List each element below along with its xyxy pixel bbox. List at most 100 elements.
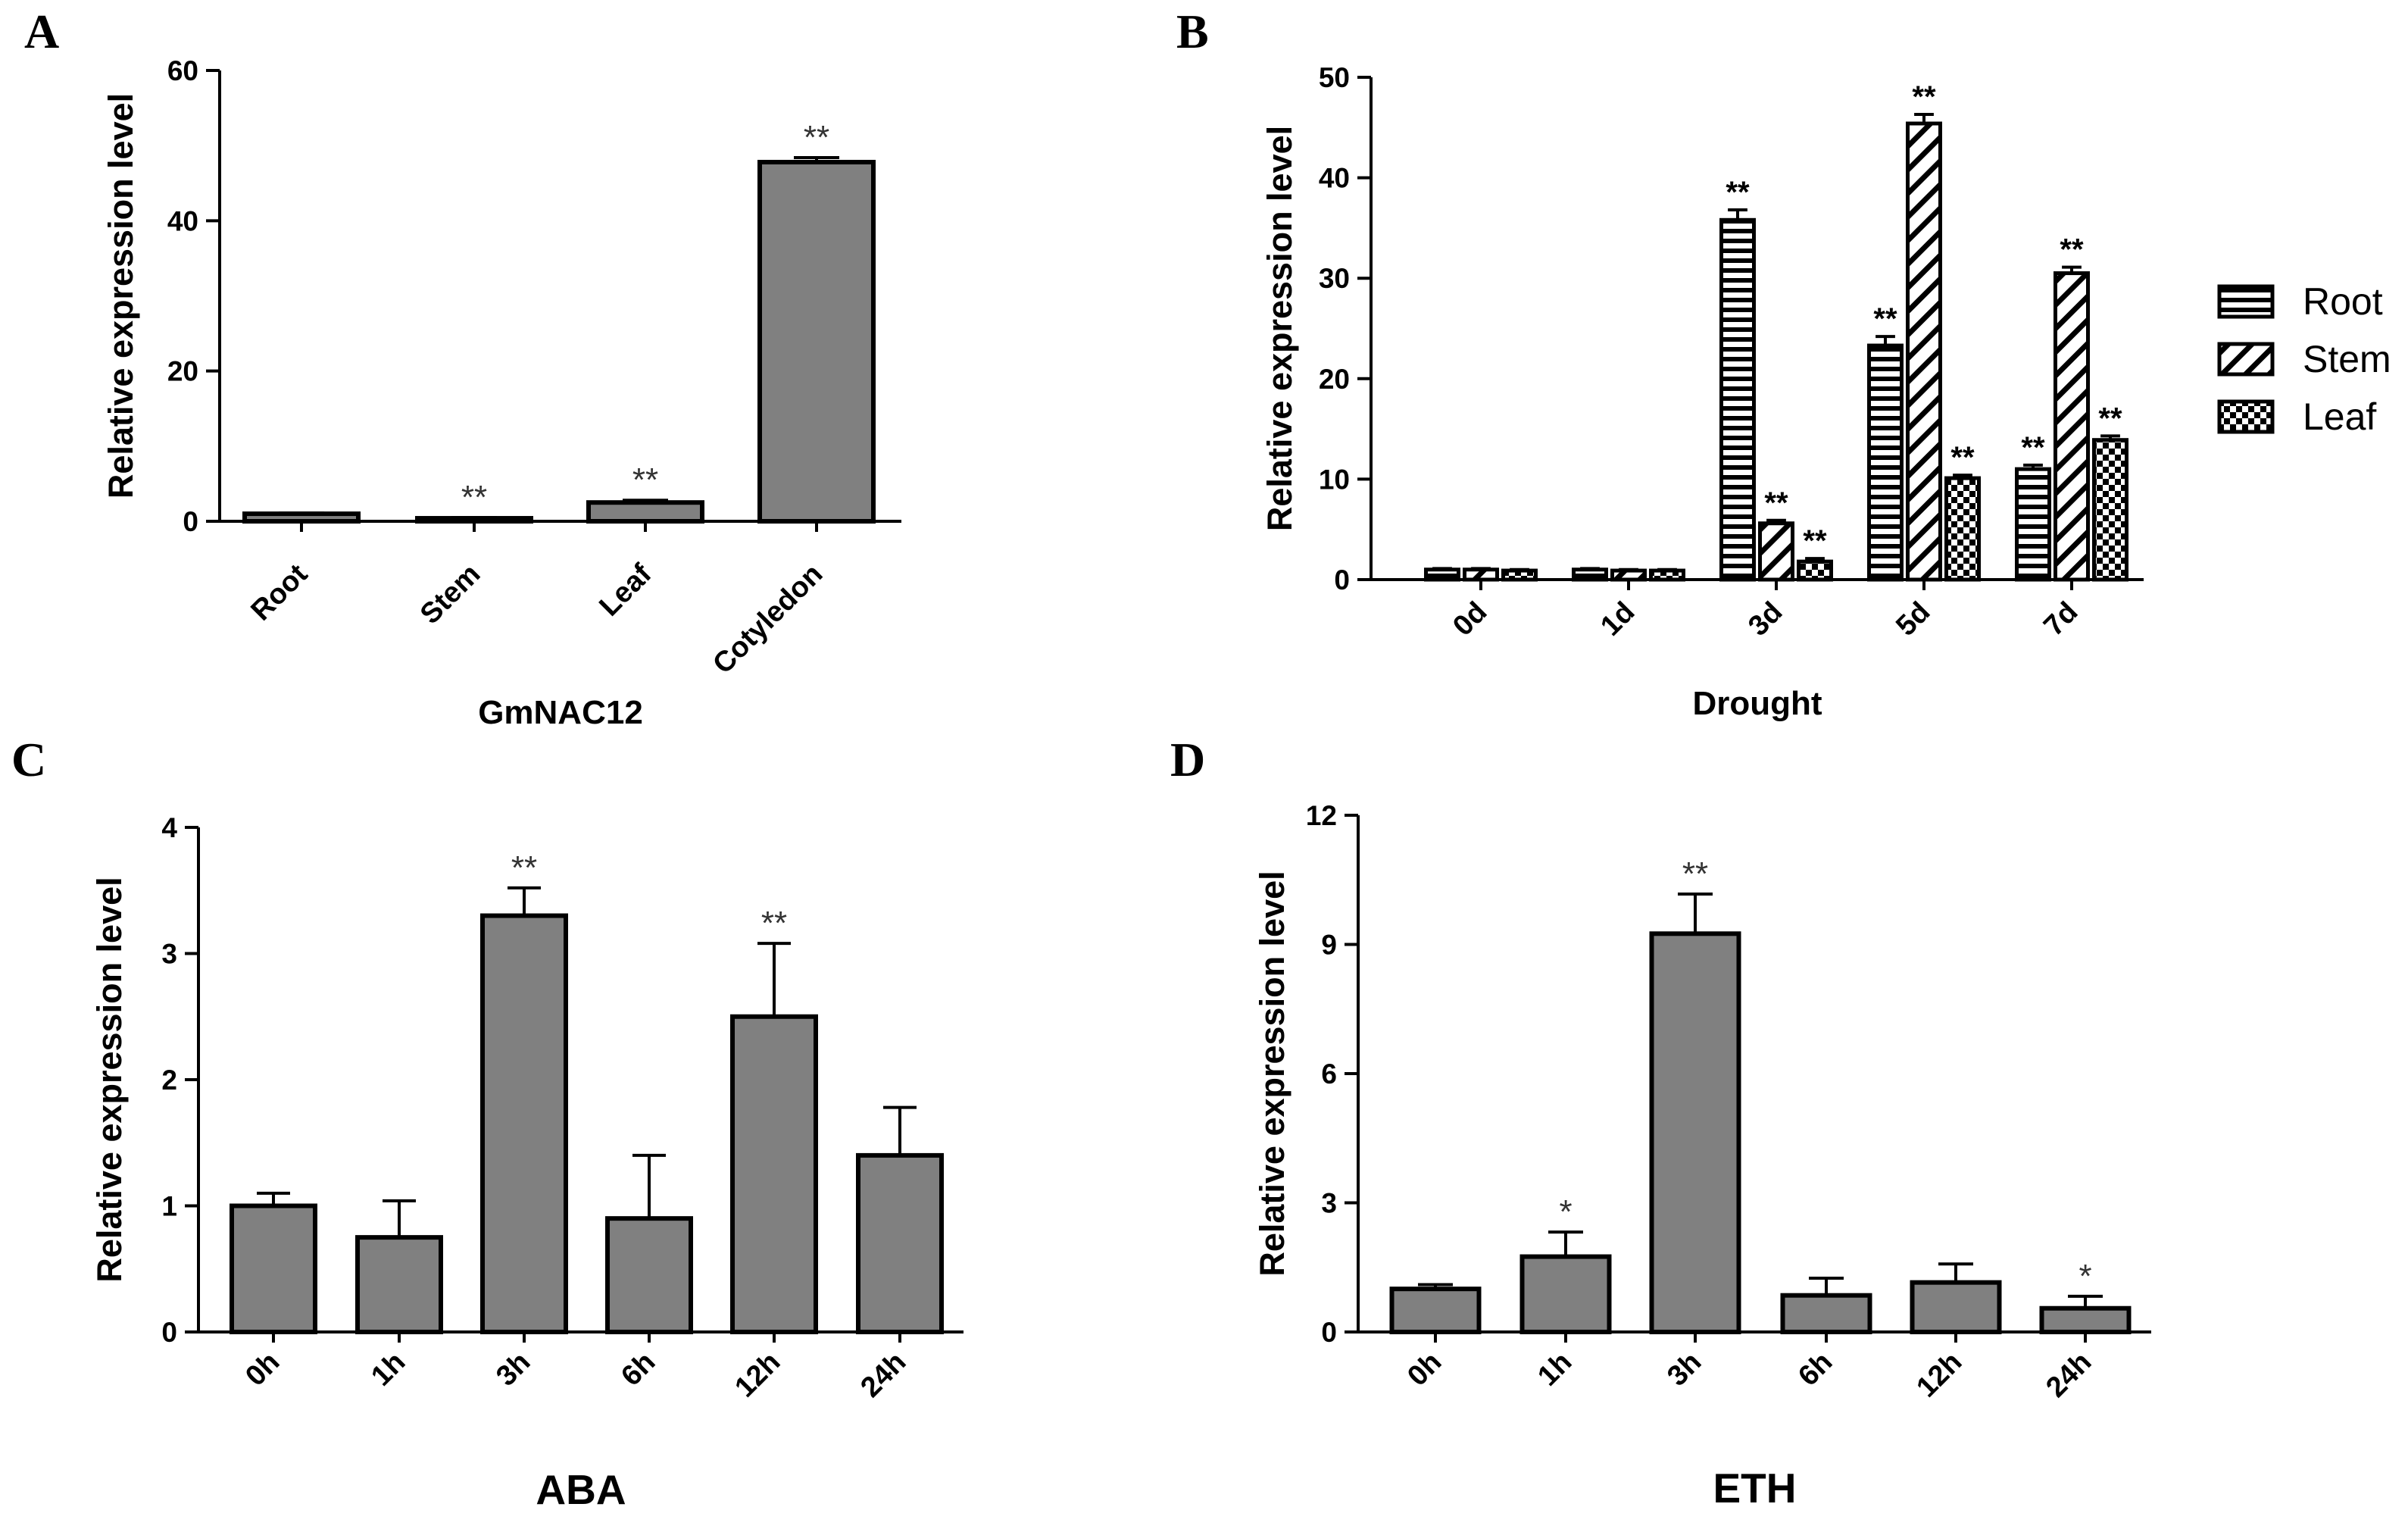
bar-root — [2015, 467, 2051, 582]
bar — [605, 1216, 693, 1335]
bar — [355, 1235, 443, 1334]
y-tick-label: 30 — [1319, 263, 1350, 294]
panel-letter: C — [11, 733, 46, 786]
x-tick-label: 24h — [854, 1346, 912, 1404]
x-tick-label: 0h — [239, 1346, 286, 1393]
bar-root — [1572, 567, 1608, 582]
bar-stem — [2054, 271, 2090, 582]
x-tick-label: 6h — [1792, 1346, 1838, 1393]
significance-label: ** — [461, 479, 487, 516]
x-tick-label: 1h — [365, 1346, 411, 1393]
significance-label: ** — [2098, 402, 2122, 435]
x-tick-label: Leaf — [593, 558, 657, 622]
x-tick-label: 3h — [490, 1346, 536, 1393]
y-tick-label: 20 — [1319, 364, 1350, 395]
bar — [730, 1014, 818, 1334]
x-tick-label: Cotyledon — [707, 558, 829, 680]
legend-swatch-root — [2217, 284, 2275, 319]
x-tick-label: 24h — [2040, 1346, 2097, 1404]
bar-stem — [1610, 568, 1647, 582]
y-tick-label: 3 — [161, 939, 177, 970]
significance-label: ** — [2021, 431, 2045, 464]
panel-letter: D — [1170, 733, 1205, 786]
x-tick-label: 1h — [1532, 1346, 1578, 1393]
legend-swatch-leaf — [2217, 399, 2275, 434]
bar-leaf — [2092, 438, 2128, 582]
significance-label: ** — [1873, 302, 1897, 336]
bar — [242, 511, 361, 524]
y-tick-label: 6 — [1321, 1058, 1337, 1090]
y-tick-label: 0 — [161, 1317, 177, 1348]
x-axis-label: ETH — [1713, 1465, 1797, 1512]
bar — [1649, 931, 1741, 1334]
x-tick-label: 5d — [1890, 596, 1936, 643]
y-axis-label: Relative expression level — [90, 877, 129, 1282]
y-tick-label: 20 — [167, 356, 198, 387]
legend-label-leaf: Leaf — [2303, 396, 2376, 438]
significance-label: ** — [761, 905, 787, 942]
chart-panel-d: 0 3 6 9 12 Relative expression level ETH D 0h * 1h… — [1170, 733, 2151, 1512]
significance-label: ** — [1950, 441, 1975, 474]
x-tick-label: 0d — [1447, 596, 1493, 643]
chart-panel-a: 0 20 40 60 Relative expression level GmNAC12 A… — [24, 5, 901, 731]
y-tick-label: 4 — [161, 812, 177, 843]
bar-stem — [1906, 121, 1942, 582]
x-tick-label: 3h — [1661, 1346, 1707, 1393]
significance-label: ** — [2060, 233, 2084, 267]
y-axis-label: Relative expression level — [1260, 126, 1299, 531]
bar — [1389, 1287, 1482, 1334]
y-tick-label: 3 — [1321, 1188, 1337, 1219]
significance-label: ** — [804, 119, 829, 156]
bar — [1780, 1293, 1872, 1334]
x-tick-label: 12h — [1910, 1346, 1968, 1404]
x-axis-label: Drought — [1692, 685, 1822, 722]
y-tick-label: 2 — [161, 1065, 177, 1096]
panel-letter: B — [1176, 5, 1209, 58]
bar — [1910, 1280, 2002, 1335]
y-tick-label: 0 — [1321, 1317, 1337, 1348]
bar-leaf — [1797, 559, 1833, 582]
bar-root — [1719, 217, 1756, 582]
x-tick-label: 7d — [2038, 596, 2084, 643]
significance-label: ** — [1764, 486, 1788, 520]
bar-root — [1424, 567, 1460, 582]
y-tick-label: 1 — [161, 1191, 177, 1222]
significance-label: ** — [511, 849, 537, 886]
y-tick-label: 0 — [1334, 564, 1350, 596]
x-axis-label: GmNAC12 — [478, 694, 643, 731]
x-axis-label: ABA — [536, 1466, 626, 1513]
significance-label: * — [2079, 1258, 2091, 1295]
significance-label: ** — [1803, 524, 1827, 558]
bar — [586, 500, 704, 524]
significance-label: ** — [1726, 176, 1750, 209]
bar — [480, 913, 568, 1335]
bar-root — [1867, 343, 1904, 582]
significance-label: ** — [1912, 80, 1936, 114]
x-tick-label: Stem — [414, 558, 486, 630]
bar — [230, 1203, 317, 1334]
y-tick-label: 10 — [1319, 464, 1350, 495]
y-axis-label: Relative expression level — [102, 93, 140, 499]
bar — [2039, 1305, 2132, 1335]
bar — [1519, 1254, 1612, 1334]
y-tick-label: 9 — [1321, 930, 1337, 961]
x-tick-label: 1d — [1594, 596, 1641, 643]
y-tick-label: 60 — [167, 55, 198, 86]
y-tick-label: 50 — [1319, 62, 1350, 93]
y-tick-label: 40 — [167, 205, 198, 236]
x-tick-label: 12h — [729, 1346, 786, 1404]
significance-label: ** — [1682, 855, 1708, 893]
y-axis-label: Relative expression level — [1253, 871, 1291, 1276]
bar-stem — [1758, 521, 1794, 582]
x-tick-label: 3d — [1742, 596, 1788, 643]
bar-leaf — [1944, 476, 1981, 582]
bar-stem — [1463, 567, 1499, 582]
bar-leaf — [1501, 568, 1538, 582]
chart-panel-c: 0 1 2 3 4 Relative expression level ABA C 0h 1h **… — [11, 733, 964, 1513]
legend-label-stem: Stem — [2303, 338, 2391, 380]
bar — [757, 159, 876, 524]
bar — [856, 1152, 944, 1335]
x-tick-label: 6h — [615, 1346, 661, 1393]
chart-panel-b: 0 10 20 30 40 50 Relative expression level Drou… — [1176, 5, 2391, 722]
